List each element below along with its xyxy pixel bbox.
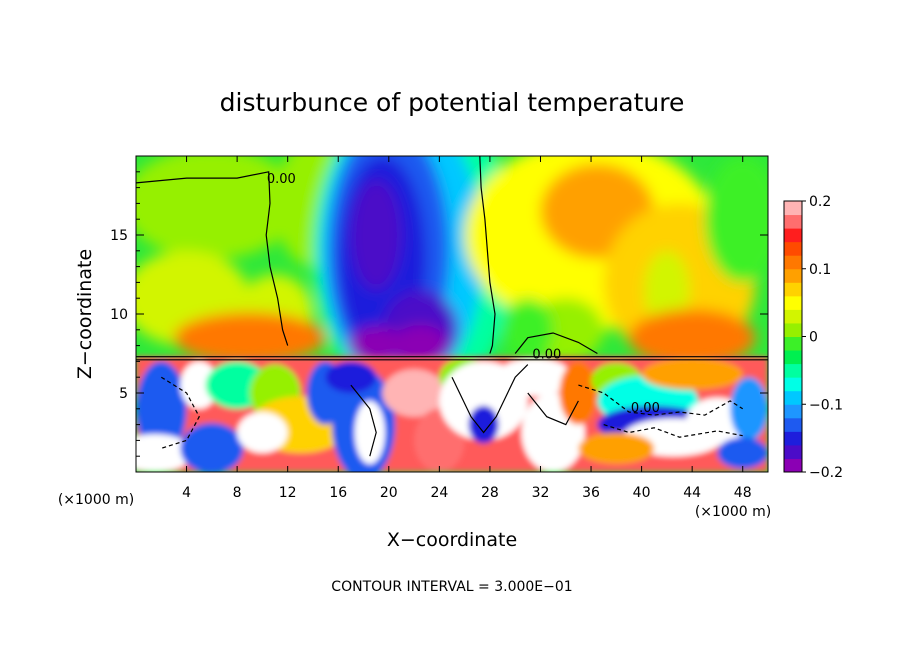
colorbar-swatch (784, 350, 802, 365)
cold-plume-core (350, 179, 402, 291)
colorbar-swatch (784, 377, 802, 392)
mixed-layer-blob (717, 437, 768, 469)
x-unit-label: (×1000 m) (58, 492, 134, 508)
colorbar-swatch (784, 268, 802, 283)
plot-area: 0.00 0.00 0.00 (136, 156, 768, 472)
x-tick-label: 44 (683, 485, 701, 501)
colorbar-swatch (784, 228, 802, 243)
negative-contour (603, 424, 743, 438)
mixed-layer-blob (496, 358, 573, 397)
y-tick-label: 15 (110, 228, 128, 244)
chart-title: disturbunce of potential temperature (220, 88, 685, 117)
x-axis-title: X−coordinate (387, 529, 517, 551)
colorbar-swatch (784, 363, 802, 378)
contour-line (350, 384, 377, 457)
x-tick-label: 16 (329, 485, 347, 501)
violet-core (348, 326, 404, 365)
x-axis: 4 8 12 16 20 24 28 32 36 40 44 48 (182, 156, 752, 501)
colorbar-swatch (784, 417, 802, 432)
colorbar-label: −0.1 (809, 397, 843, 413)
y-tick-label: 10 (110, 307, 128, 323)
colorbar-swatch (784, 295, 802, 310)
x-tick-label: 28 (481, 485, 499, 501)
mixed-layer-blob (180, 361, 219, 409)
neutral-patch (502, 298, 554, 362)
x-tick-label: 8 (233, 485, 242, 501)
contour-lines: 0.00 0.00 0.00 (136, 156, 768, 457)
mixed-layer-blob (559, 361, 598, 425)
negative-contour (160, 376, 200, 449)
colorbar-label: 0.1 (809, 262, 831, 278)
mixed-layer-blob (237, 411, 288, 454)
zero-contour (514, 332, 598, 355)
warm-core (628, 309, 756, 367)
colorbar-swatch (784, 404, 802, 419)
warm-patch (136, 156, 301, 259)
x-tick-label: 40 (633, 485, 651, 501)
mixed-layer-blob (325, 361, 377, 394)
colorbar-swatch (784, 241, 802, 256)
contour-line (527, 392, 579, 426)
colorbar: 0.2 0.1 0 −0.1 −0.2 (783, 194, 843, 481)
colorbar-swatch (784, 431, 802, 446)
x-tick-label: 20 (380, 485, 398, 501)
x-tick-label: 48 (734, 485, 752, 501)
contour-label: 0.00 (631, 401, 660, 416)
mixed-layer-blob (354, 400, 386, 465)
x-tick-label: 12 (279, 485, 297, 501)
contour-label: 0.00 (532, 348, 561, 363)
zero-contour (136, 171, 289, 346)
mixed-layer-blob (641, 358, 743, 390)
colorbar-label: 0 (809, 330, 818, 346)
contour-interval-note: CONTOUR INTERVAL = 3.000E−01 (331, 579, 572, 595)
colorbar-swatch (784, 282, 802, 297)
x-tick-label: 24 (430, 485, 448, 501)
colorbar-swatch (784, 255, 802, 270)
zero-contour (479, 156, 496, 354)
mixed-layer-blob (382, 369, 446, 417)
x-tick-label: 4 (182, 485, 191, 501)
colorbar-swatch (784, 444, 802, 459)
x-tick-label: 36 (582, 485, 600, 501)
lower-layer-field (136, 356, 768, 472)
y-tick-label: 5 (119, 386, 128, 402)
y-axis: 5 10 15 (110, 171, 768, 457)
colorbar-label: 0.2 (809, 194, 831, 210)
mixed-layer-blob (136, 434, 193, 472)
colorbar-swatch (784, 336, 802, 351)
neutral-patch (704, 156, 768, 283)
upper-layer-field (136, 156, 768, 409)
x-unit-label-right: (×1000 m) (695, 504, 771, 520)
colorbar-swatch (784, 390, 802, 405)
mixed-layer-blob (180, 423, 244, 472)
colorbar-swatch (784, 309, 802, 324)
colorbar-swatch (784, 201, 802, 216)
contour-line (451, 364, 529, 434)
negative-contour (578, 384, 744, 416)
y-axis-title: Z−coordinate (74, 249, 96, 379)
colorbar-label: −0.2 (809, 465, 843, 481)
x-tick-label: 32 (532, 485, 550, 501)
mixed-layer-blob (468, 405, 499, 444)
colorbar-swatch (784, 458, 802, 473)
contour-label: 0.00 (267, 172, 296, 187)
colorbar-swatch (784, 214, 802, 229)
mixed-layer-blob (578, 432, 655, 465)
violet-core (392, 325, 449, 367)
warm-core (173, 312, 326, 363)
mixed-layer-blob (730, 377, 768, 441)
colorbar-swatch (784, 322, 802, 337)
